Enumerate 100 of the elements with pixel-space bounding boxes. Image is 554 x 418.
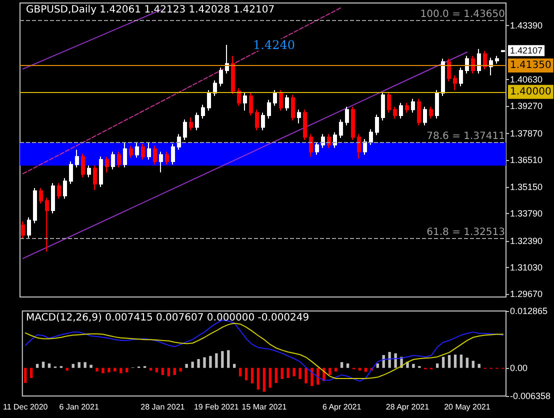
candlestick: [111, 151, 115, 170]
y-tick-label: 1.33790: [510, 208, 543, 218]
candlestick: [339, 118, 343, 139]
bar: [316, 368, 320, 385]
candlestick: [225, 44, 229, 74]
candlestick: [165, 151, 169, 165]
candlestick: [57, 182, 61, 200]
candlestick: [33, 187, 37, 224]
candlestick: [21, 220, 25, 240]
x-tick-label: 15 Mar 2021: [242, 402, 288, 412]
y-tick-label: 1.29670: [510, 289, 543, 300]
candlestick: [153, 145, 157, 165]
x-tick-label: 11 Dec 2020: [2, 402, 48, 412]
candlestick: [495, 55, 499, 64]
ref-line-label: 1.41350: [510, 60, 552, 71]
ref-line-label: 100.0 = 1.43650: [420, 8, 505, 20]
candlestick: [447, 58, 451, 82]
candlestick: [39, 187, 43, 204]
y-tick-label: 1.40630: [510, 74, 543, 85]
candlestick: [321, 134, 325, 148]
bar: [310, 368, 314, 386]
bar: [114, 368, 116, 372]
candlestick: [345, 106, 349, 126]
bar: [72, 364, 74, 368]
bar: [238, 368, 242, 376]
bar: [179, 368, 182, 372]
candlestick: [69, 161, 73, 185]
bar: [215, 353, 218, 368]
candlestick: [147, 141, 151, 160]
candlestick: [171, 143, 175, 165]
candlestick: [471, 55, 475, 74]
candlestick: [429, 106, 433, 119]
bar: [42, 362, 45, 368]
candlestick: [231, 55, 235, 95]
x-tick-label: 19 Feb 2021: [194, 402, 240, 412]
bar: [478, 364, 480, 368]
bar: [340, 362, 344, 368]
bar: [155, 368, 158, 372]
bar: [364, 368, 368, 372]
bar: [334, 368, 338, 372]
ref-line-label: 1.40000: [510, 86, 552, 98]
chart-title: GBPUSD,Daily 1.42061 1.42123 1.42028 1.42107: [26, 4, 275, 16]
text: 1.42107: [510, 46, 543, 56]
bar: [466, 358, 469, 368]
candlestick: [285, 94, 289, 112]
candlestick: [75, 149, 79, 168]
candlestick: [213, 80, 217, 96]
bar: [328, 368, 332, 375]
bar: [256, 368, 260, 390]
x-tick-label: 28 Jan 2021: [140, 402, 186, 412]
candlestick: [63, 178, 67, 200]
bar: [460, 354, 463, 368]
candlestick: [279, 90, 283, 112]
candlestick: [93, 164, 97, 190]
bar: [454, 354, 457, 368]
candlestick: [237, 88, 241, 106]
bar: [78, 362, 80, 368]
y-tick-label: 1.32390: [510, 236, 543, 246]
candlestick: [159, 151, 163, 173]
candlestick: [129, 145, 133, 158]
bar: [274, 368, 278, 383]
bar: [90, 364, 92, 368]
candlestick: [315, 141, 319, 156]
bar: [126, 368, 128, 372]
bar: [442, 356, 445, 368]
x-tick-label: 28 Apr 2021: [386, 402, 430, 412]
bar: [280, 368, 284, 379]
candlestick: [351, 106, 355, 141]
candlestick: [177, 134, 181, 150]
ref-line-label: 78.6 = 1.37411: [426, 131, 505, 142]
bar: [448, 355, 451, 368]
bar: [412, 364, 415, 368]
bar: [376, 363, 379, 368]
y-tick-label: 1.37870: [510, 128, 543, 139]
bar: [292, 368, 296, 376]
candlestick: [105, 156, 109, 173]
candlestick: [375, 114, 379, 136]
candlestick: [207, 90, 211, 112]
candlestick: [123, 141, 127, 168]
bar: [185, 364, 188, 368]
bar: [346, 363, 350, 368]
candlestick: [81, 153, 85, 178]
chart-title: MACD(12,26,9) 0.007415 0.007607 0.000000 -0.000249: [26, 312, 310, 324]
bar: [48, 363, 51, 368]
candlestick: [405, 102, 409, 114]
bar: [84, 362, 86, 368]
bar: [191, 362, 194, 368]
bar: [221, 351, 224, 368]
candlestick: [327, 134, 331, 148]
candlestick: [423, 106, 427, 126]
bar: [268, 368, 272, 388]
candlestick: [489, 57, 493, 76]
y-tick-label: -0.006358: [510, 391, 551, 401]
x-tick-label: 20 May 2021: [444, 402, 491, 412]
bar: [173, 368, 176, 375]
y-tick-label: 1.36510: [510, 155, 543, 166]
candlestick: [303, 109, 307, 141]
candlestick: [309, 134, 313, 158]
bar: [298, 368, 302, 379]
annotation: 1.4240: [253, 38, 295, 52]
